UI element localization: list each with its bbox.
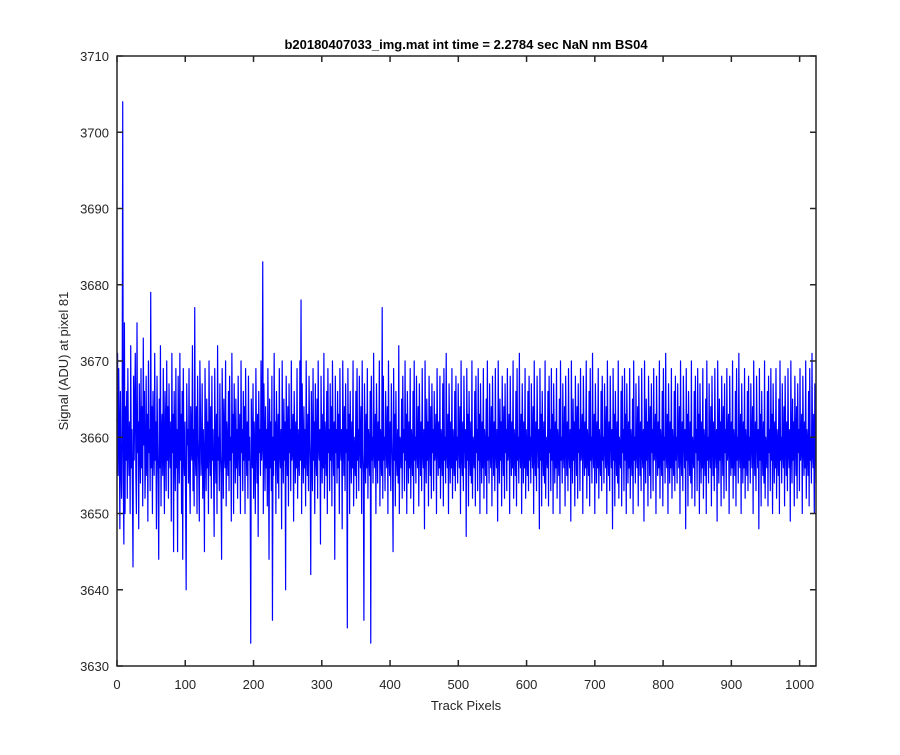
x-tick-label: 1000 bbox=[785, 677, 814, 692]
x-tick-label: 600 bbox=[516, 677, 538, 692]
x-tick-label: 400 bbox=[379, 677, 401, 692]
x-tick-label: 100 bbox=[174, 677, 196, 692]
x-tick-label: 0 bbox=[113, 677, 120, 692]
tick-labels-layer: 0 100 200 300 400 500 600 700 800 900 1000 3630 3640… bbox=[80, 49, 814, 692]
y-tick-label: 3660 bbox=[80, 430, 109, 445]
x-tick-label: 900 bbox=[721, 677, 743, 692]
y-tick-label: 3640 bbox=[80, 583, 109, 598]
plot-area bbox=[117, 56, 816, 666]
series-line-0 bbox=[116, 101, 817, 644]
series-layer bbox=[116, 101, 817, 644]
y-tick-label: 3650 bbox=[80, 507, 109, 522]
x-tick-label: 300 bbox=[311, 677, 333, 692]
x-tick-label: 200 bbox=[243, 677, 265, 692]
y-tick-label: 3680 bbox=[80, 278, 109, 293]
y-tick-label: 3700 bbox=[80, 125, 109, 140]
x-tick-label: 800 bbox=[652, 677, 674, 692]
y-tick-label: 3670 bbox=[80, 354, 109, 369]
chart-title: b20180407033_img.mat int time = 2.2784 s… bbox=[284, 37, 648, 52]
y-tick-label: 3630 bbox=[80, 659, 109, 674]
y-tick-label: 3710 bbox=[80, 49, 109, 64]
x-tick-label: 500 bbox=[447, 677, 469, 692]
x-axis-label: Track Pixels bbox=[431, 698, 502, 713]
y-tick-label: 3690 bbox=[80, 202, 109, 217]
ticks-layer bbox=[116, 55, 816, 667]
x-tick-label: 700 bbox=[584, 677, 606, 692]
y-axis-label: Signal (ADU) at pixel 81 bbox=[56, 292, 71, 431]
